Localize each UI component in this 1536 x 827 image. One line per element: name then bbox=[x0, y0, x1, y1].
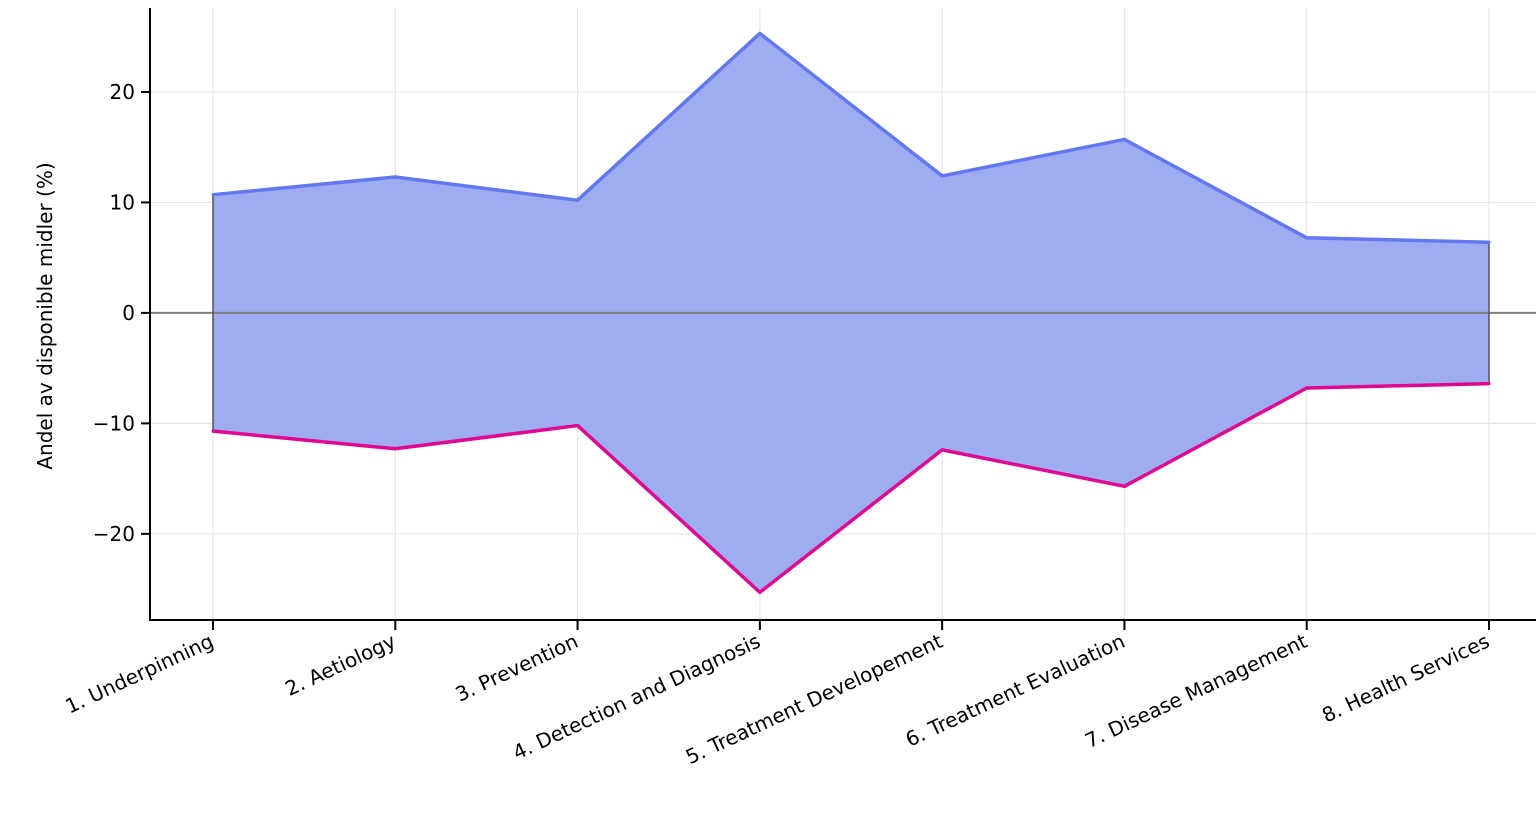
y-tick-label: −20 bbox=[93, 522, 135, 546]
x-tick-label: 3. Prevention bbox=[452, 629, 582, 707]
series-line-upper bbox=[212, 31, 1490, 244]
data-point-upper bbox=[1122, 137, 1126, 141]
x-axis-ticks: 1. Underpinning 2. Aetiology 3. Prevention… bbox=[61, 620, 1493, 769]
data-point-lower bbox=[1487, 382, 1491, 386]
y-tick-label: 0 bbox=[122, 301, 135, 325]
y-tick-label: −10 bbox=[93, 411, 135, 435]
data-point-upper bbox=[1487, 240, 1491, 244]
data-point-upper bbox=[940, 174, 944, 178]
boundary-lines bbox=[212, 194, 1490, 432]
data-point-lower bbox=[1122, 484, 1126, 488]
y-axis-ticks: 20 10 0 −10 −20 bbox=[93, 80, 150, 546]
data-point-upper bbox=[758, 31, 762, 35]
data-point-upper bbox=[576, 198, 580, 202]
x-tick-label: 2. Aetiology bbox=[281, 629, 399, 701]
data-point-upper bbox=[393, 175, 397, 179]
data-point-upper bbox=[1305, 236, 1309, 240]
axes bbox=[149, 8, 1536, 621]
series-lines bbox=[211, 31, 1491, 595]
data-point-upper bbox=[211, 193, 215, 197]
data-point-lower bbox=[1305, 386, 1309, 390]
data-point-lower bbox=[576, 424, 580, 428]
y-axis-label: Andel av disponible midler (%) bbox=[33, 162, 57, 469]
data-point-lower bbox=[211, 429, 215, 433]
y-tick-label: 10 bbox=[110, 190, 135, 214]
series-line-lower bbox=[212, 381, 1490, 595]
x-tick-label: 1. Underpinning bbox=[61, 629, 217, 719]
x-tick-label: 8. Health Services bbox=[1318, 629, 1493, 728]
y-tick-label: 20 bbox=[110, 80, 135, 104]
data-point-lower bbox=[393, 447, 397, 451]
data-point-lower bbox=[758, 590, 762, 594]
data-point-lower bbox=[940, 448, 944, 452]
